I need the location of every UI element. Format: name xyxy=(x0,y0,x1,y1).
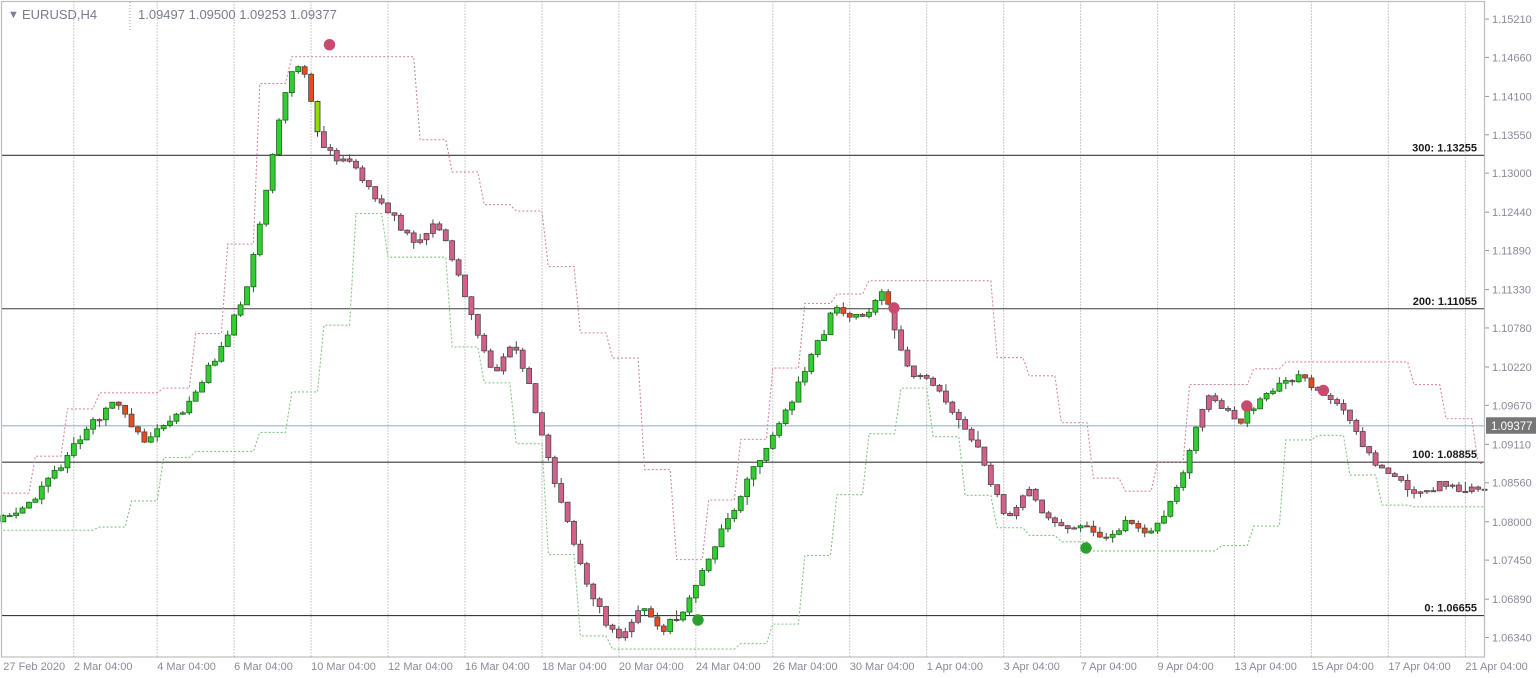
svg-text:17 Apr 04:00: 17 Apr 04:00 xyxy=(1388,661,1450,673)
svg-text:6 Mar 04:00: 6 Mar 04:00 xyxy=(234,661,293,673)
svg-text:20 Mar 04:00: 20 Mar 04:00 xyxy=(619,661,684,673)
svg-text:1.08560: 1.08560 xyxy=(1492,478,1532,490)
svg-text:0: 1.06655: 0: 1.06655 xyxy=(1424,603,1477,615)
svg-text:1.10220: 1.10220 xyxy=(1492,362,1532,374)
svg-text:13 Apr 04:00: 13 Apr 04:00 xyxy=(1234,661,1296,673)
svg-text:1.10780: 1.10780 xyxy=(1492,323,1532,335)
svg-text:9 Apr 04:00: 9 Apr 04:00 xyxy=(1158,661,1214,673)
svg-text:12 Mar 04:00: 12 Mar 04:00 xyxy=(388,661,453,673)
svg-text:1.09377: 1.09377 xyxy=(1491,421,1533,433)
svg-text:2 Mar 04:00: 2 Mar 04:00 xyxy=(74,661,133,673)
svg-text:21 Apr 04:00: 21 Apr 04:00 xyxy=(1465,661,1527,673)
svg-text:200: 1.11055: 200: 1.11055 xyxy=(1413,296,1477,308)
svg-text:1.06340: 1.06340 xyxy=(1492,633,1532,645)
svg-text:4 Mar 04:00: 4 Mar 04:00 xyxy=(157,661,216,673)
svg-text:EURUSD,H4: EURUSD,H4 xyxy=(22,7,97,22)
svg-text:18 Mar 04:00: 18 Mar 04:00 xyxy=(542,661,607,673)
svg-text:1.14100: 1.14100 xyxy=(1492,91,1532,103)
svg-text:1.06890: 1.06890 xyxy=(1492,594,1532,606)
svg-text:1.14660: 1.14660 xyxy=(1492,52,1532,64)
svg-text:1.12440: 1.12440 xyxy=(1492,207,1532,219)
svg-text:7 Apr 04:00: 7 Apr 04:00 xyxy=(1081,661,1137,673)
svg-text:16 Mar 04:00: 16 Mar 04:00 xyxy=(465,661,530,673)
svg-text:26 Mar 04:00: 26 Mar 04:00 xyxy=(773,661,838,673)
svg-text:10 Mar 04:00: 10 Mar 04:00 xyxy=(311,661,376,673)
svg-text:1.08000: 1.08000 xyxy=(1492,517,1532,529)
svg-text:1.11890: 1.11890 xyxy=(1492,246,1531,258)
svg-text:▼: ▼ xyxy=(8,9,19,21)
svg-text:3 Apr 04:00: 3 Apr 04:00 xyxy=(1004,661,1060,673)
svg-text:27 Feb 2020: 27 Feb 2020 xyxy=(3,661,65,673)
svg-text:1.09670: 1.09670 xyxy=(1492,400,1532,412)
svg-text:100: 1.08855: 100: 1.08855 xyxy=(1412,449,1477,461)
svg-text:1 Apr 04:00: 1 Apr 04:00 xyxy=(927,661,983,673)
svg-text:30 Mar 04:00: 30 Mar 04:00 xyxy=(850,661,915,673)
svg-text:300: 1.13255: 300: 1.13255 xyxy=(1412,142,1477,154)
svg-text:1.15210: 1.15210 xyxy=(1492,14,1532,26)
svg-text:15 Apr 04:00: 15 Apr 04:00 xyxy=(1311,661,1373,673)
svg-text:1.13550: 1.13550 xyxy=(1492,130,1532,142)
svg-text:1.07450: 1.07450 xyxy=(1492,555,1532,567)
svg-text:1.09110: 1.09110 xyxy=(1492,439,1531,451)
svg-text:24 Mar 04:00: 24 Mar 04:00 xyxy=(696,661,761,673)
svg-text:1.09497 1.09500 1.09253 1.0937: 1.09497 1.09500 1.09253 1.09377 xyxy=(138,7,337,22)
svg-text:1.13000: 1.13000 xyxy=(1492,168,1532,180)
svg-text:1.11330: 1.11330 xyxy=(1492,285,1531,297)
